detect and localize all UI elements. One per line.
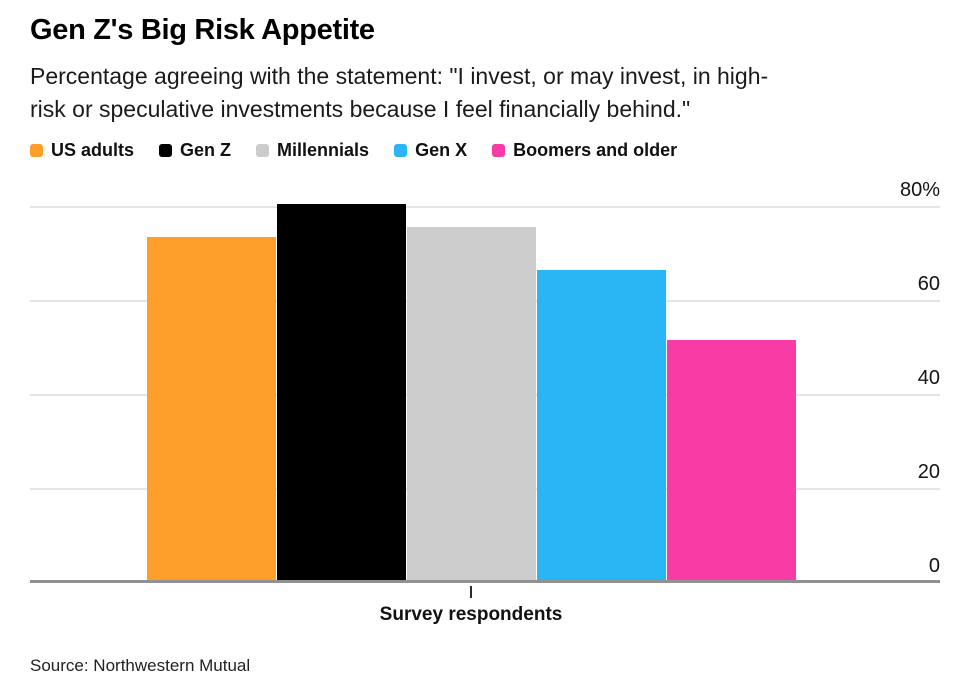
legend-item: Millennials <box>256 140 369 161</box>
legend-swatch <box>394 144 408 157</box>
legend-label: US adults <box>51 140 135 160</box>
legend-label: Millennials <box>277 140 370 160</box>
chart-title: Gen Z's Big Risk Appetite <box>30 14 375 46</box>
bar-millennials <box>407 227 536 580</box>
bar-gen-x <box>537 270 666 580</box>
bar-chart-plot-area: Survey respondents 0 20 40 60 80% <box>30 179 940 625</box>
chart-legend: US adults Gen Z Millennials Gen X Boomers an… <box>30 140 677 161</box>
bar-gen-z <box>277 204 406 580</box>
y-axis-tick-label: 60 <box>917 273 940 295</box>
legend-item: US adults <box>30 140 134 161</box>
legend-swatch <box>159 144 173 157</box>
legend-label: Gen Z <box>180 140 232 160</box>
legend-label: Boomers and older <box>513 140 678 160</box>
chart-subtitle-line-1: Percentage agreeing with the statement: … <box>30 63 769 89</box>
y-axis-tick-label: 20 <box>917 461 940 483</box>
legend-swatch <box>492 144 506 157</box>
legend-item: Gen X <box>394 140 467 161</box>
y-axis-tick-label: 80% <box>899 179 940 201</box>
legend-item: Boomers and older <box>492 140 677 161</box>
legend-swatch <box>30 144 43 157</box>
legend-label: Gen X <box>415 140 468 160</box>
legend-swatch <box>256 144 270 157</box>
gridline <box>30 206 940 208</box>
legend-item: Gen Z <box>159 140 231 161</box>
x-axis-line <box>30 580 940 583</box>
bar-boomers-and-older <box>667 340 796 580</box>
y-axis-tick-label: 40 <box>917 367 940 389</box>
x-axis-label: Survey respondents <box>379 604 563 625</box>
bar-us-adults <box>147 237 276 580</box>
y-axis-tick-label: 0 <box>928 555 940 577</box>
chart-subtitle: Percentage agreeing with the statement: … <box>30 60 768 126</box>
source-note: Source: Northwestern Mutual <box>30 656 251 675</box>
x-axis-tick <box>470 586 472 598</box>
chart-subtitle-line-2: risk or speculative investments because … <box>30 96 691 122</box>
